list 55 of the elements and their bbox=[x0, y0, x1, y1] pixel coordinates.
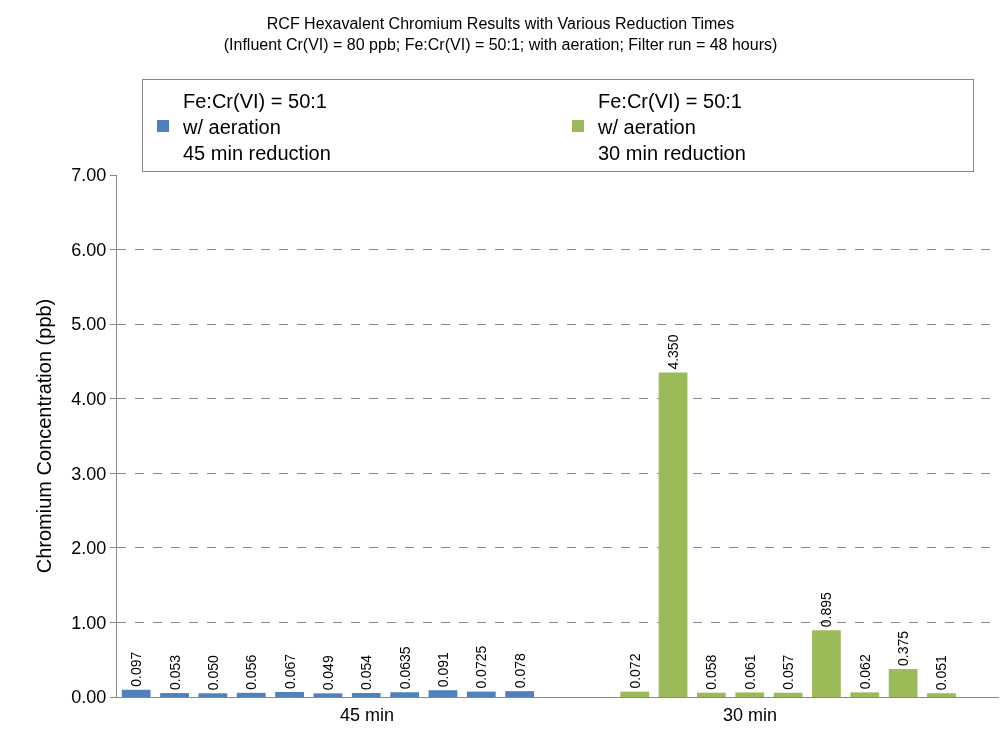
bar bbox=[236, 692, 266, 697]
bar bbox=[697, 692, 726, 697]
data-label: 0.078 bbox=[511, 652, 528, 689]
bar bbox=[390, 692, 419, 697]
bar bbox=[428, 690, 458, 697]
data-label: 0.0635 bbox=[396, 646, 413, 690]
data-label: 0.061 bbox=[741, 654, 758, 690]
legend-label: Fe:Cr(VI) = 50:1 w/ aeration 30 min reduction bbox=[597, 89, 746, 164]
data-label: 0.054 bbox=[358, 654, 375, 690]
y-tick-label: 3.00 bbox=[71, 463, 107, 484]
bar bbox=[735, 692, 765, 697]
bar bbox=[620, 691, 650, 697]
y-axis-title: Chromium Concentration (ppb) bbox=[32, 298, 55, 574]
bar bbox=[351, 692, 381, 697]
bar bbox=[313, 693, 343, 697]
data-label: 0.895 bbox=[818, 592, 835, 628]
data-label: 0.072 bbox=[626, 653, 643, 689]
bar bbox=[927, 693, 956, 697]
y-tick-label: 4.00 bbox=[71, 389, 107, 410]
data-label: 0.375 bbox=[895, 630, 912, 667]
data-label: 0.058 bbox=[703, 654, 720, 690]
legend-label: Fe:Cr(VI) = 50:1 w/ aeration 45 min reduction bbox=[182, 89, 331, 164]
bar bbox=[198, 693, 228, 697]
y-tick-label: 6.00 bbox=[71, 239, 107, 260]
bar bbox=[160, 693, 189, 697]
data-label: 0.051 bbox=[933, 654, 950, 691]
data-label: 0.097 bbox=[128, 651, 145, 687]
data-label: 0.050 bbox=[204, 655, 221, 691]
chart-title: RCF Hexavalent Chromium Results with Various Reduction Times bbox=[266, 15, 735, 33]
y-tick-label: 0.00 bbox=[71, 687, 107, 708]
data-label: 0.053 bbox=[166, 654, 183, 691]
data-label: 0.067 bbox=[281, 653, 298, 689]
bar bbox=[888, 669, 918, 697]
bar bbox=[121, 689, 151, 697]
bar bbox=[275, 692, 304, 697]
data-label: 0.056 bbox=[243, 654, 260, 690]
data-label: 0.091 bbox=[434, 651, 451, 688]
data-label: 0.0725 bbox=[473, 645, 490, 689]
bar bbox=[505, 691, 535, 697]
y-tick-label: 2.00 bbox=[71, 538, 107, 559]
y-tick-label: 5.00 bbox=[71, 314, 107, 335]
bar bbox=[773, 692, 803, 697]
bar bbox=[812, 630, 841, 697]
data-label: 0.049 bbox=[319, 655, 336, 691]
y-tick-label: 7.00 bbox=[71, 165, 107, 186]
text: 45 min bbox=[340, 705, 395, 725]
y-tick-label: 1.00 bbox=[71, 612, 107, 633]
bar bbox=[850, 692, 880, 697]
text: 30 min bbox=[723, 705, 778, 725]
data-label: 0.057 bbox=[780, 654, 797, 690]
bar bbox=[466, 691, 496, 697]
data-label: 4.350 bbox=[665, 334, 682, 370]
bar bbox=[658, 372, 688, 697]
chart-subtitle: (Influent Cr(VI) = 80 ppb; Fe:Cr(VI) = 50:1; with aeration; Filter run = 48 hours) bbox=[223, 36, 778, 54]
data-label: 0.062 bbox=[856, 654, 873, 690]
